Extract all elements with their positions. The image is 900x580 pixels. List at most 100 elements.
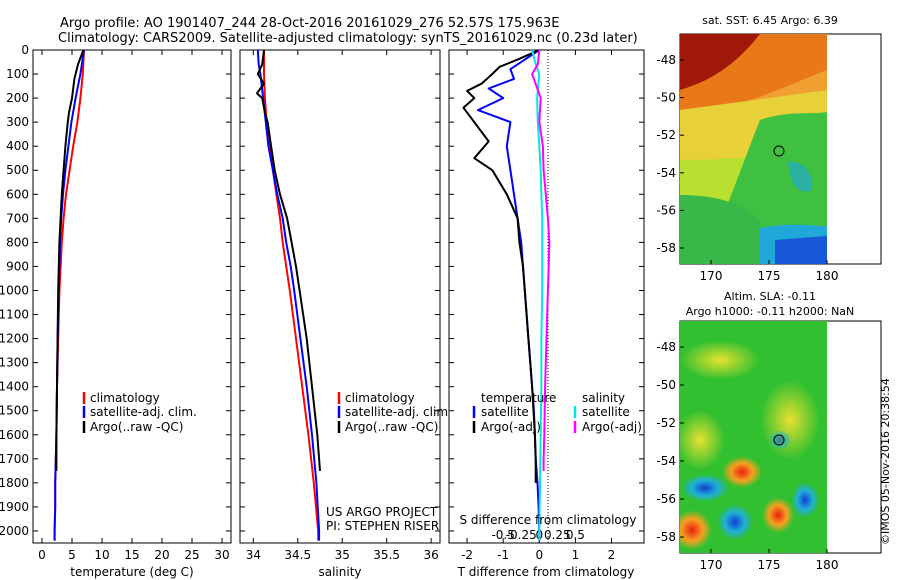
- series-line-satellite-adj-clim-: [256, 49, 321, 541]
- sst-field-blue: [775, 236, 827, 264]
- sla-anomaly-cyan: [768, 430, 792, 450]
- legend-label-satellite: satellite-adj. clim.: [90, 405, 197, 419]
- map-lat-label: -50: [656, 91, 676, 105]
- depth-tick-label: 2000: [0, 524, 29, 538]
- temperature-xlabel: temperature (deg C): [70, 565, 193, 579]
- sla-anomaly-yellow-3: [680, 410, 725, 470]
- depth-tick-label: 100: [6, 67, 29, 81]
- depth-tick-label: 1000: [0, 283, 29, 297]
- depth-tick-label: 1600: [0, 428, 29, 442]
- depth-tick-label: 1100: [0, 308, 29, 322]
- difference-legend: temperature satellite Argo(-adj) salinit…: [472, 391, 642, 434]
- sst-field-green-south: [680, 195, 760, 264]
- legend-title-temperature: temperature: [481, 391, 556, 405]
- sla-map: Altim. SLA: -0.11 Argo h1000: -0.11 h200…: [656, 290, 882, 572]
- map-lat-label: -58: [656, 241, 676, 255]
- depth-tick-label: 1200: [0, 332, 29, 346]
- depth-tick-label: 400: [6, 139, 29, 153]
- difference-axes: [448, 49, 645, 544]
- temperature-legend: climatology satellite-adj. clim. Argo(..…: [82, 391, 197, 434]
- depth-tick-label: 0: [21, 43, 29, 57]
- map-lat-label: -54: [656, 166, 676, 180]
- x-tick-label: -2: [461, 548, 473, 562]
- x-tick-label: 2: [608, 548, 616, 562]
- map-lon-label: 175: [758, 269, 781, 283]
- sla-anomaly-blue-2: [681, 474, 729, 502]
- legend-label-t-satellite: satellite: [481, 405, 529, 419]
- x-tick-label: 34.5: [284, 548, 311, 562]
- map-lon-label: 175: [758, 558, 781, 572]
- x-tick-label: 30: [214, 548, 229, 562]
- salinity-depth-ticks: [240, 49, 440, 532]
- depth-tick-label: 1800: [0, 476, 29, 490]
- legend-title-salinity: salinity: [582, 391, 625, 405]
- x-tick-label: 10: [94, 548, 109, 562]
- s-difference-label: S difference from climatology: [460, 513, 637, 527]
- depth-tick-label: 1700: [0, 452, 29, 466]
- depth-tick-label: 1900: [0, 500, 29, 514]
- temperature-x-ticks: 0 5 10 15 20 25 30: [38, 50, 230, 562]
- legend-label-climatology: climatology: [90, 391, 160, 405]
- t-difference-label: T difference from climatology: [457, 565, 635, 579]
- salinity-panel: 34 34.5 35 35.5 36 salinity climatology sate…: [239, 49, 452, 579]
- copyright-stamp: ©IMOS 05-Nov-2016 20:38:54: [879, 378, 892, 545]
- salinity-series: [255, 49, 321, 541]
- legend-label-satellite: satellite-adj. clim.: [345, 405, 452, 419]
- depth-tick-label: 800: [6, 235, 29, 249]
- sst-map: sat. SST: 6.45 Argo: 6.39 -48 -50 -52 -54 -5…: [656, 14, 882, 283]
- legend-label-climatology: climatology: [345, 391, 415, 405]
- depth-tick-label: 200: [6, 91, 29, 105]
- sst-field: [680, 34, 827, 264]
- x-tick-label: 20: [154, 548, 169, 562]
- difference-x-ticks: -2 -1 0 1 2-0.5-0.250 0.250.5: [461, 50, 615, 562]
- temperature-depth-ticks: 0 100 200 300 400 500 600 700 800 900 1000 1100 1200…: [0, 43, 231, 538]
- map-lat-label: -48: [656, 340, 676, 354]
- s-tick-label: 0.25: [544, 528, 571, 542]
- salinity-axes: [239, 49, 441, 544]
- x-tick-label: -1: [497, 548, 509, 562]
- depth-tick-label: 1400: [0, 380, 29, 394]
- argo-float-marker: [773, 434, 785, 446]
- map-lon-label: 180: [816, 269, 839, 283]
- x-tick-label: 35.5: [373, 548, 400, 562]
- depth-tick-label: 1300: [0, 356, 29, 370]
- series-line-satellite: [531, 49, 544, 541]
- sla-anomaly-yellow-1: [680, 340, 760, 380]
- sla-anomaly-red-1: [722, 456, 762, 488]
- depth-tick-label: 900: [6, 259, 29, 273]
- sst-map-title: sat. SST: 6.45 Argo: 6.39: [702, 14, 838, 27]
- difference-panel: -2 -1 0 1 2-0.5-0.250 0.250.5 S difference fr…: [448, 49, 645, 579]
- salinity-x-ticks: 34 34.5 35 35.5 36: [246, 50, 439, 562]
- salinity-legend: climatology satellite-adj. clim. Argo(..…: [337, 391, 452, 434]
- project-line-2: PI: STEPHEN RISER: [326, 519, 439, 533]
- map-lat-label: -56: [656, 203, 676, 217]
- sst-field-orange: [680, 34, 827, 110]
- sla-anomaly-yellow-2: [760, 380, 820, 460]
- sla-map-title-1: Altim. SLA: -0.11: [724, 290, 816, 303]
- sla-field: [680, 321, 827, 553]
- s-tick-label: -0.5: [491, 528, 514, 542]
- map-lat-label: -52: [656, 416, 676, 430]
- legend-label-t-argo: Argo(-adj): [481, 420, 541, 434]
- map-lon-label: 170: [700, 558, 723, 572]
- map-lon-label: 180: [816, 558, 839, 572]
- x-tick-label: 15: [124, 548, 139, 562]
- difference-series: [462, 49, 551, 541]
- depth-tick-label: 700: [6, 211, 29, 225]
- sla-anomaly-blue-1: [717, 504, 753, 540]
- x-tick-label: 34: [246, 548, 261, 562]
- legend-label-s-argo: Argo(-adj): [582, 420, 642, 434]
- map-lat-label: -52: [656, 128, 676, 142]
- series-line-argo-adj-: [462, 49, 540, 483]
- x-tick-label: 5: [68, 548, 76, 562]
- salinity-xlabel: salinity: [318, 565, 361, 579]
- series-line-argo-adj-: [531, 49, 551, 471]
- legend-label-argo: Argo(..raw -QC): [345, 420, 438, 434]
- sla-anomaly-red-3: [762, 497, 794, 533]
- project-line-1: US ARGO PROJECT: [326, 505, 438, 519]
- temperature-axes: [32, 49, 232, 544]
- series-line-argo-raw-qc-: [255, 49, 321, 471]
- depth-tick-label: 500: [6, 163, 29, 177]
- x-tick-label: 0: [535, 548, 543, 562]
